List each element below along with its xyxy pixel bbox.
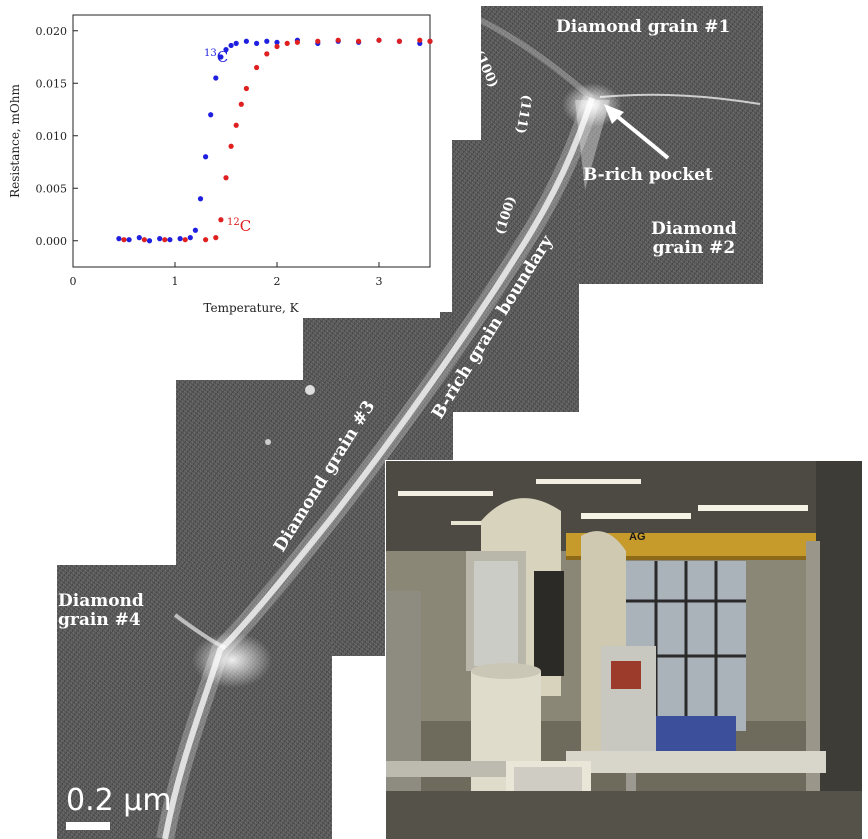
- y-tick-label: 0.005: [36, 182, 68, 195]
- x-tick-label: 2: [274, 275, 281, 288]
- label-diamond-grain-4: Diamond grain #4: [58, 592, 144, 629]
- data-point-13c: [218, 54, 224, 60]
- data-point-12c: [218, 217, 224, 223]
- data-point-13c: [167, 237, 173, 243]
- y-tick-label: 0.000: [36, 235, 68, 248]
- x-tick-label: 3: [376, 275, 383, 288]
- data-point-13c: [203, 154, 209, 160]
- data-point-12c: [284, 40, 290, 46]
- x-tick-label: 0: [70, 275, 77, 288]
- data-point-12c: [315, 38, 321, 44]
- data-point-12c: [254, 64, 260, 71]
- data-point-12c: [376, 37, 382, 43]
- series-label-13c: 13C: [204, 48, 228, 66]
- data-point-12c: [121, 237, 127, 243]
- data-point-13c: [126, 237, 132, 243]
- data-point-12c: [203, 237, 209, 243]
- series-label-12c: 12C: [227, 217, 251, 235]
- series-label-12c-element: C: [240, 217, 251, 235]
- data-point-12c: [243, 85, 249, 92]
- data-point-13c: [192, 227, 198, 233]
- data-point-13c: [197, 196, 204, 202]
- data-point-13c: [213, 75, 219, 81]
- scale-bar-label: 0.2 μm: [66, 783, 172, 818]
- data-point-12c: [264, 51, 270, 57]
- label-diamond-grain-1: Diamond grain #1: [556, 17, 731, 37]
- data-point-12c: [228, 143, 234, 149]
- x-axis-label: Temperature, K: [203, 301, 299, 315]
- label-diamond-grain-2-line1: Diamond: [651, 219, 737, 239]
- lab-photo-illustration: AG: [386, 461, 862, 839]
- scale-bar: [66, 822, 110, 830]
- data-point-13c: [274, 39, 280, 45]
- data-point-12c: [356, 38, 362, 44]
- data-point-12c: [335, 37, 341, 43]
- data-point-12c: [238, 101, 244, 107]
- x-axis-ticks: 0 1 2 3: [70, 262, 383, 288]
- data-point-12c: [274, 43, 280, 50]
- y-tick-label: 0.010: [36, 130, 68, 143]
- series-label-13c-mass: 13: [204, 48, 217, 59]
- y-tick-label: 0.020: [36, 25, 68, 38]
- data-point-13c: [264, 38, 270, 44]
- photo-sign: AG: [629, 531, 646, 543]
- data-point-13c: [177, 236, 183, 242]
- data-point-13c: [146, 238, 153, 244]
- y-tick-label: 0.015: [36, 77, 68, 90]
- series-label-13c-element: C: [217, 48, 228, 66]
- data-point-12c: [417, 37, 423, 43]
- lab-photo: AG: [386, 461, 862, 839]
- data-point-13c: [223, 47, 229, 53]
- data-point-13c: [228, 42, 234, 49]
- data-point-12c: [396, 38, 402, 44]
- data-point-13c: [243, 38, 249, 44]
- series-label-12c-mass: 12: [227, 217, 240, 228]
- label-b-rich-pocket: B-rich pocket: [583, 165, 713, 185]
- data-point-13c: [116, 236, 122, 242]
- y-axis-ticks: 0.000 0.005 0.010 0.015 0.020: [36, 25, 78, 248]
- label-diamond-grain-2-line2: grain #2: [652, 237, 736, 258]
- data-point-12c: [233, 122, 239, 128]
- data-point-12c: [427, 38, 433, 44]
- data-point-13c: [254, 40, 260, 46]
- data-point-13c: [233, 40, 239, 46]
- data-point-12c: [223, 175, 229, 181]
- plot-frame: [72, 14, 431, 268]
- data-point-12c: [141, 237, 147, 243]
- y-axis-label: Resistance, mOhm: [8, 83, 22, 197]
- data-point-12c: [294, 39, 300, 45]
- label-diamond-grain-4-line2: grain #4: [58, 609, 141, 630]
- label-diamond-grain-2: Diamond grain #2: [651, 220, 737, 257]
- data-point-12c: [162, 237, 168, 243]
- data-point-12c: [182, 237, 188, 243]
- data-point-13c: [208, 112, 214, 118]
- x-tick-label: 1: [172, 275, 179, 288]
- data-point-13c: [136, 235, 142, 241]
- data-point-13c: [157, 236, 163, 242]
- data-point-13c: [187, 235, 193, 241]
- label-diamond-grain-4-line1: Diamond: [58, 591, 144, 611]
- data-point-12c: [213, 235, 219, 241]
- data-points: [116, 37, 433, 244]
